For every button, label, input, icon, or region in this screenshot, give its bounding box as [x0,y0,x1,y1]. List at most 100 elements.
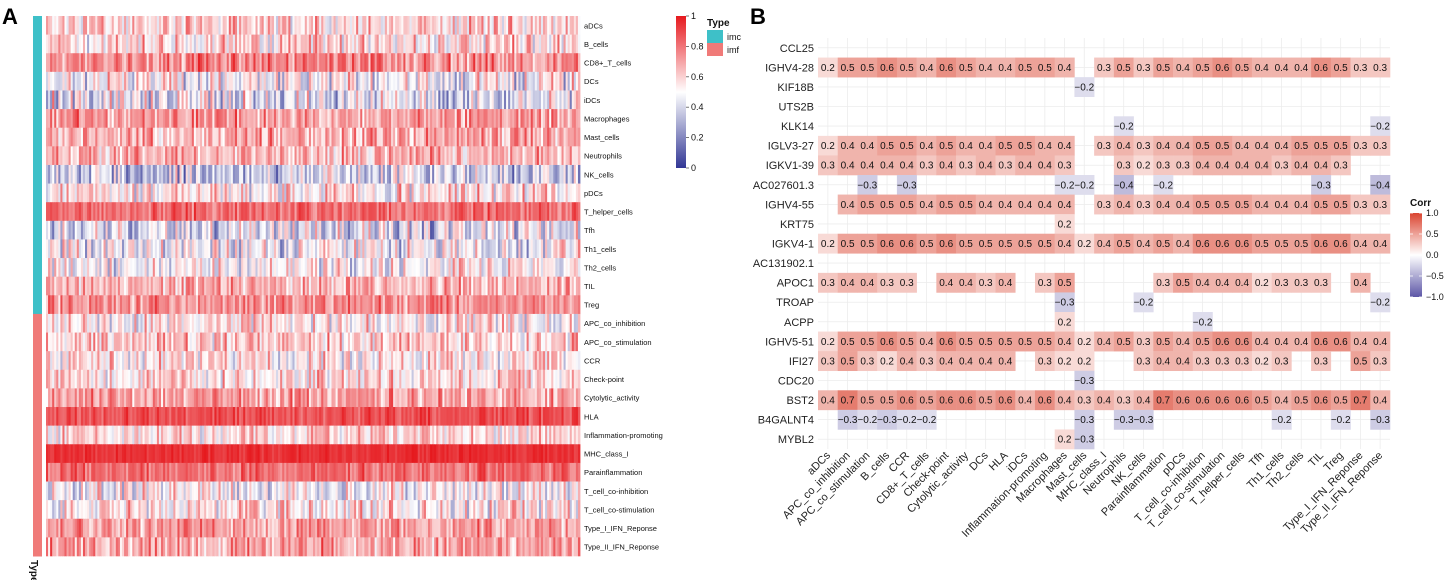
matrix-cell [837,233,858,254]
matrix-cell-label: 0.5 [1018,337,1032,348]
matrix-cell [1054,429,1075,450]
matrix-cell [896,390,917,411]
matrix-cell [1054,233,1075,254]
type-annotation-B_cells [33,34,42,54]
matrix-cell-label: 0.4 [998,278,1012,289]
matrix-cell [1311,175,1332,195]
type-annotation-Treg [33,295,42,315]
type-annotation-Type_I_IFN_Reponse [33,518,42,538]
matrix-cell-label: 0.6 [1215,337,1229,348]
matrix-cell-label: 0.4 [1196,278,1210,289]
matrix-cell [1291,57,1312,78]
matrix-cell [1094,331,1115,352]
matrix-row-IGHV4-55: 0.4 0.5 0.5 0.5 0.4 0.5 0.5 0.4 0.4 0.4 0.4 0.4 0.3 0… [837,194,1391,215]
matrix-cell [818,135,839,156]
matrix-cell [1113,194,1134,215]
matrix-cell-label: 0.4 [1156,200,1170,211]
matrix-cell-label: 0.3 [1117,161,1131,172]
matrix-cell-label: 0.5 [1117,63,1131,74]
panel-b-row-label: IGHV4-28 [765,62,814,74]
matrix-cell-label: 0.3 [979,278,993,289]
panel-a-row-label: iDCs [584,96,600,105]
matrix-cell [1311,390,1332,411]
matrix-cell [975,194,996,215]
matrix-cell-label: 0.4 [1097,337,1111,348]
matrix-cell-label: 0.4 [1275,200,1289,211]
matrix-cell [1251,233,1272,254]
matrix-cell-label: 0.4 [939,278,953,289]
matrix-cell [1350,351,1371,372]
matrix-cell-label: 0.5 [1334,63,1348,74]
matrix-cell-label: 0.4 [841,200,855,211]
matrix-cell-label: 0.6 [939,63,953,74]
type-legend-label: imc [727,32,741,42]
matrix-cell [936,194,957,215]
matrix-cell [1133,292,1154,313]
type-annotation-Macrophages [33,109,42,129]
matrix-cell [1192,351,1213,372]
matrix-cell [1212,194,1233,215]
matrix-cell-label: 0.5 [1038,337,1052,348]
matrix-cell-label: 0.3 [1176,161,1190,172]
matrix-cell-label: 0.6 [1038,396,1052,407]
matrix-cell [1212,155,1233,176]
type-annotation-Neutrophils [33,146,42,166]
matrix-cell-label: 0.3 [1117,396,1131,407]
matrix-cell-label: 0.5 [880,200,894,211]
colorbar-a-tick: 0.4 [691,102,704,112]
matrix-cell-label: −0.3 [877,415,897,426]
matrix-cell-label: 0.6 [1215,396,1229,407]
matrix-cell-label: 0.5 [1314,141,1328,152]
matrix-cell-label: 0.5 [900,200,914,211]
matrix-cell-label: 0.4 [1353,337,1367,348]
panel-a-row-label: APC_co_inhibition [584,319,645,328]
matrix-cell [818,272,839,293]
matrix-row-APOC1: 0.3 0.4 0.4 0.3 0.3 0.4 0.4 0.3 0.4 0.3 0.5 0.3 0.5 0… [818,272,1371,293]
panel-a-row-label: Treg [584,301,599,310]
matrix-cell-label: 0.5 [1156,63,1170,74]
matrix-cell [857,194,878,215]
type-annotation-HLA [33,407,42,427]
matrix-cell [1291,272,1312,293]
matrix-cell-label: 0.5 [1235,63,1249,74]
matrix-cell-label: 0.4 [979,200,993,211]
matrix-cell [896,272,917,293]
matrix-cell [1034,155,1055,176]
matrix-cell [1251,155,1272,176]
matrix-cell-label: 0.4 [979,141,993,152]
matrix-cell-label: 0.5 [860,337,874,348]
matrix-cell [1251,194,1272,215]
heatmap-row-Treg [46,295,581,315]
matrix-cell-label: 0.2 [1077,337,1091,348]
matrix-cell-label: 0.4 [1058,396,1072,407]
panel-b-column-label: DCs [967,449,991,473]
matrix-cell-label: 0.7 [841,396,855,407]
matrix-cell [1054,155,1075,176]
matrix-cell-label: −0.3 [1074,435,1094,446]
matrix-cell [877,272,898,293]
matrix-cell-label: 0.2 [821,239,835,250]
panel-a-row-label: Check-point [584,375,625,384]
matrix-cell-label: 0.4 [1117,141,1131,152]
matrix-cell-label: 0.5 [1215,141,1229,152]
matrix-cell [1133,351,1154,372]
matrix-cell-label: −0.3 [1311,180,1331,191]
matrix-cell-label: 0.2 [1058,435,1072,446]
matrix-cell-label: 0.3 [1038,356,1052,367]
matrix-cell-label: 0.7 [1156,396,1170,407]
colorbar-b-tick: 0.5 [1426,229,1439,239]
matrix-row-IGKV4-1: 0.2 0.5 0.5 0.6 0.6 0.5 0.6 0.5 0.5 0.5 0.5 0.5 0.4 0… [818,233,1391,254]
matrix-cell [1054,135,1075,156]
matrix-cell [995,272,1016,293]
matrix-cell-label: 0.3 [1097,200,1111,211]
matrix-cell-label: 0.4 [998,356,1012,367]
matrix-cell [956,233,977,254]
matrix-cell [1153,155,1174,176]
panel-b-row-label: CCL25 [780,43,814,55]
matrix-cell-label: 0.5 [939,200,953,211]
panel-a-row-label: CD8+_T_cells [584,59,632,68]
matrix-cell-label: 0.5 [979,239,993,250]
matrix-cell-label: 0.4 [979,161,993,172]
type-legend-swatch-imc [707,30,723,43]
matrix-cell-label: 0.2 [1077,356,1091,367]
